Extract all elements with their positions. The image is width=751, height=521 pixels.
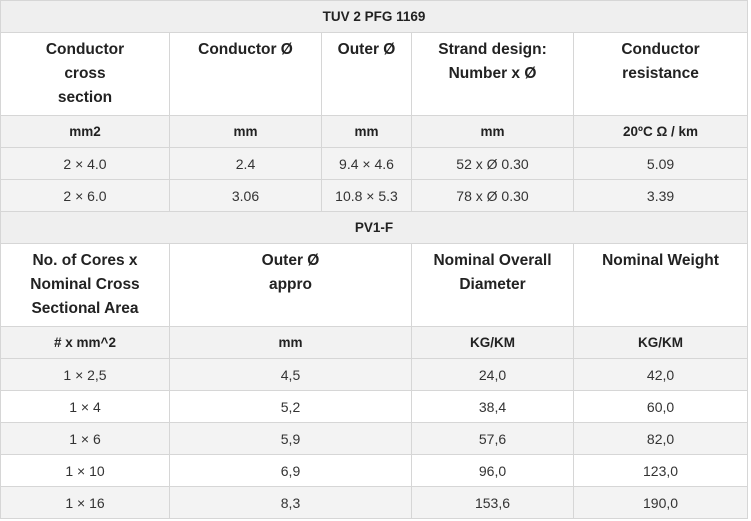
table1-title-row: TUV 2 PFG 1169 [0,0,749,33]
table2-cell: 1 × 6 [0,422,170,455]
table1-header-outer-diameter: Outer Ø [321,32,412,116]
table2-header-outer-diameter: Outer Ø appro [169,243,412,327]
table1-cell: 78 x Ø 0.30 [411,179,574,212]
table1-header-resistance: Conductor resistance [572,32,749,116]
table-row: 2 × 6.0 3.06 10.8 × 5.3 78 x Ø 0.30 3.39 [0,179,749,212]
table1-header-strand-design: Strand design: Number x Ø [411,32,574,116]
table1-header-row: Conductor cross section Conductor Ø Oute… [0,32,749,116]
table2-cell: 96,0 [411,454,574,487]
table2-cell: 38,4 [411,390,574,423]
table2-cell: 6,9 [169,454,412,487]
table2-unit: # x mm^2 [0,326,170,359]
table2-units-row: # x mm^2 mm KG/KM KG/KM [0,326,749,359]
table2-cell: 8,3 [169,486,412,519]
table2-unit: mm [169,326,412,359]
table2-cell: 60,0 [572,390,749,423]
table2-cell: 82,0 [572,422,749,455]
table1-cell: 2 × 4.0 [0,147,170,180]
table2-cell: 24,0 [411,358,574,391]
table2-cell: 190,0 [572,486,749,519]
table2-cell: 42,0 [572,358,749,391]
table2-cell: 1 × 2,5 [0,358,170,391]
table2-cell: 57,6 [411,422,574,455]
table2-header-weight: Nominal Weight [572,243,749,327]
table2-cell: 1 × 4 [0,390,170,423]
table2-title-row: PV1-F [0,211,749,244]
table1-header-cross-section: Conductor cross section [0,32,170,116]
table1-header-conductor-diameter: Conductor Ø [169,32,322,116]
table-row: 1 × 2,5 4,5 24,0 42,0 [0,358,749,391]
table2-cell: 153,6 [411,486,574,519]
table1-cell: 10.8 × 5.3 [321,179,412,212]
table2-header-overall-diameter: Nominal Overall Diameter [411,243,574,327]
table2-cell: 1 × 16 [0,486,170,519]
table1-unit: mm [411,115,574,148]
table1-unit: mm [321,115,412,148]
table1-unit: mm [169,115,322,148]
table1-cell: 9.4 × 4.6 [321,147,412,180]
table-row: 1 × 4 5,2 38,4 60,0 [0,390,749,423]
table1-unit: mm2 [0,115,170,148]
table-row: 1 × 10 6,9 96,0 123,0 [0,454,749,487]
table2-cell: 5,9 [169,422,412,455]
table1-unit: 20ºC Ω / km [572,115,749,148]
table2-header-cores-area: No. of Cores x Nominal Cross Sectional A… [0,243,170,327]
table1-cell: 2.4 [169,147,322,180]
table-row: 1 × 16 8,3 153,6 190,0 [0,486,749,519]
table2-cell: 4,5 [169,358,412,391]
table1-units-row: mm2 mm mm mm 20ºC Ω / km [0,115,749,148]
table2-cell: 5,2 [169,390,412,423]
table2-cell: 1 × 10 [0,454,170,487]
table-row: 2 × 4.0 2.4 9.4 × 4.6 52 x Ø 0.30 5.09 [0,147,749,180]
table2-title: PV1-F [0,211,749,244]
table2-cell: 123,0 [572,454,749,487]
table1-cell: 3.06 [169,179,322,212]
table2-unit: KG/KM [411,326,574,359]
table2-header-row: No. of Cores x Nominal Cross Sectional A… [0,243,749,327]
table-row: 1 × 6 5,9 57,6 82,0 [0,422,749,455]
table1-cell: 2 × 6.0 [0,179,170,212]
table1-cell: 3.39 [572,179,749,212]
table2-unit: KG/KM [572,326,749,359]
table1-title: TUV 2 PFG 1169 [0,0,749,33]
table1-cell: 5.09 [572,147,749,180]
table1-cell: 52 x Ø 0.30 [411,147,574,180]
